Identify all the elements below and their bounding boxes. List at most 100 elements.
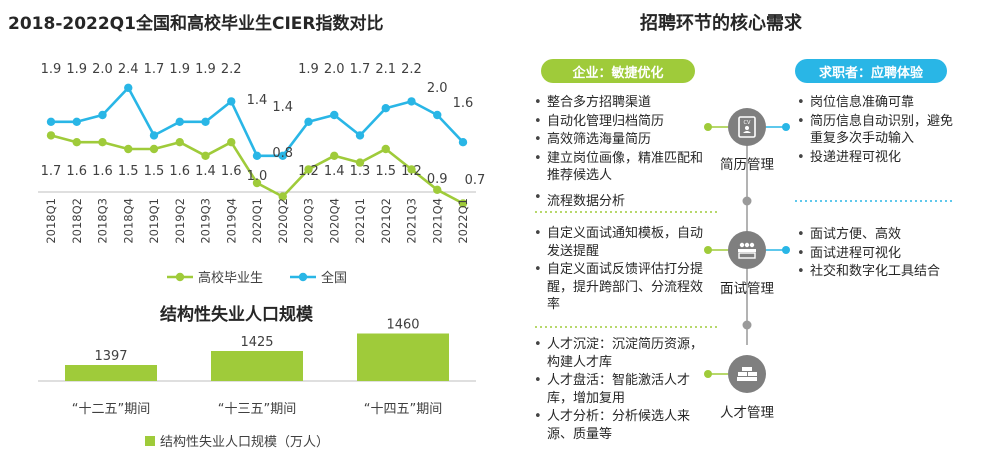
data-label: 1.9	[66, 62, 87, 77]
list-item: 自定义面试反馈评估打分提醒，提升跨部门、分流程效率	[532, 261, 704, 314]
legend-marker-1	[298, 272, 308, 282]
bar	[211, 351, 303, 381]
list-item: 岗位信息准确可靠	[795, 94, 955, 112]
bar	[357, 333, 449, 381]
list-item: 人才沉淀：沉淀简历资源，构建人才库	[532, 336, 704, 371]
seeker-interview-list: 面试方便、高效 面试进程可视化 社交和数字化工具结合	[795, 226, 955, 281]
legend-marker-0	[175, 272, 185, 282]
data-label: 1.5	[118, 164, 139, 179]
data-label: 1.5	[375, 164, 396, 179]
list-item: 面试进程可视化	[795, 245, 955, 263]
legend-label-1: 全国	[321, 270, 347, 286]
enterprise-interview-list: 自定义面试通知模板，自动发送提醒 自定义面试反馈评估打分提醒，提升跨部门、分流程…	[532, 225, 704, 314]
data-label: 0.7	[465, 173, 486, 188]
data-label: 1.4	[272, 100, 293, 115]
stage-label-interview: 面试管理	[720, 281, 774, 297]
data-point	[72, 138, 81, 147]
data-point	[278, 151, 287, 160]
enterprise-resume-list: 整合多方招聘渠道 自动化管理归档简历 高效筛选海量简历 建立岗位画像，精准匹配和…	[532, 94, 704, 185]
right-panel-title: 招聘环节的核心需求	[640, 13, 802, 34]
charts-svg: 1.9 1.9 2.0 2.4 1.7 1.9 1.9 2.2 1.4 1.4 1.9 2.0 1.7 2…	[38, 62, 486, 450]
data-label: 1.6	[169, 164, 190, 179]
x-tick-label: 2022Q1	[456, 198, 470, 244]
process-analysis-item: 流程数据分析	[532, 190, 625, 209]
stage-label-talent: 人才管理	[720, 405, 774, 421]
list-item: 整合多方招聘渠道	[532, 94, 704, 112]
bar-value-label: 1397	[94, 349, 127, 364]
bar-category-label: “十四五”期间	[364, 402, 442, 417]
list-item: 人才分析：分析候选人来源、质量等	[532, 408, 704, 443]
data-point	[175, 117, 184, 127]
data-point	[304, 117, 313, 127]
data-label: 1.9	[169, 62, 190, 77]
data-point	[227, 97, 236, 106]
x-tick-label: 2018Q1	[44, 198, 58, 244]
stage-circle-interview	[728, 231, 766, 269]
list-item: 高效筛选海量简历	[532, 131, 704, 149]
data-point	[330, 151, 339, 160]
list-item: 建立岗位画像，精准匹配和推荐候选人	[532, 150, 704, 185]
data-label: 1.5	[144, 164, 165, 179]
data-label: 1.7	[41, 164, 62, 179]
data-point	[278, 192, 287, 201]
data-label: 1.3	[350, 164, 371, 179]
x-tick-label: 2021Q4	[430, 198, 444, 244]
data-point	[458, 138, 468, 147]
data-point	[381, 104, 390, 113]
data-label: 2.0	[324, 62, 345, 77]
data-point	[407, 165, 416, 174]
data-point	[252, 151, 262, 160]
list-item: 简历信息自动识别，避免重复多次手动输入	[795, 113, 955, 148]
talent-icon	[737, 367, 757, 381]
x-tick-label: 2021Q2	[379, 198, 393, 244]
x-tick-label: 2021Q3	[405, 198, 419, 244]
data-point	[252, 178, 262, 188]
x-tick-label: 2020Q4	[327, 198, 341, 244]
data-point	[407, 97, 416, 106]
legend-label-0: 高校毕业生	[198, 270, 263, 286]
data-point	[149, 131, 159, 140]
data-point	[124, 83, 133, 93]
data-label: 0.9	[427, 172, 448, 187]
bar-legend-marker	[145, 436, 155, 446]
data-point	[149, 144, 159, 154]
data-label: 1.4	[247, 93, 268, 108]
data-label: 1.2	[298, 164, 319, 179]
data-point	[175, 138, 184, 147]
data-point	[355, 131, 365, 140]
connector-dot	[742, 196, 752, 206]
x-tick-label: 2020Q2	[276, 198, 290, 244]
x-tick-label: 2019Q2	[173, 198, 187, 244]
data-point	[433, 110, 442, 120]
data-label: 1.6	[221, 164, 242, 179]
x-tick-label: 2020Q1	[250, 198, 264, 244]
data-label: 1.0	[247, 169, 268, 184]
bar	[65, 365, 157, 381]
x-tick-label: 2020Q3	[302, 198, 316, 244]
bar-category-label: “十三五”期间	[218, 402, 296, 417]
bar-category-label: “十二五”期间	[72, 402, 150, 417]
data-label: 2.4	[118, 62, 139, 77]
x-tick-label: 2018Q4	[121, 198, 135, 244]
data-label: 1.4	[324, 164, 345, 179]
bar-value-label: 1425	[240, 335, 273, 350]
data-label: 1.7	[350, 62, 371, 77]
data-point	[355, 158, 365, 167]
data-point	[98, 138, 107, 147]
data-point	[330, 110, 339, 120]
data-point	[304, 165, 313, 174]
x-tick-label: 2019Q1	[147, 198, 161, 244]
data-label: 1.9	[298, 62, 319, 77]
list-item: 人才盘活：智能激活人才库，增加复用	[532, 372, 704, 407]
interview-icon	[738, 242, 756, 259]
data-label: 2.1	[375, 62, 396, 77]
data-label: 1.6	[66, 164, 87, 179]
resume-icon: CV	[738, 116, 756, 138]
x-tick-label: 2019Q4	[224, 198, 238, 244]
enterprise-pill: 企业：敏捷优化	[541, 59, 695, 83]
list-item: 自定义面试通知模板，自动发送提醒	[532, 225, 704, 260]
stage-circle-talent	[728, 355, 766, 393]
svg-text:CV: CV	[744, 120, 751, 126]
data-label: 1.2	[401, 164, 422, 179]
